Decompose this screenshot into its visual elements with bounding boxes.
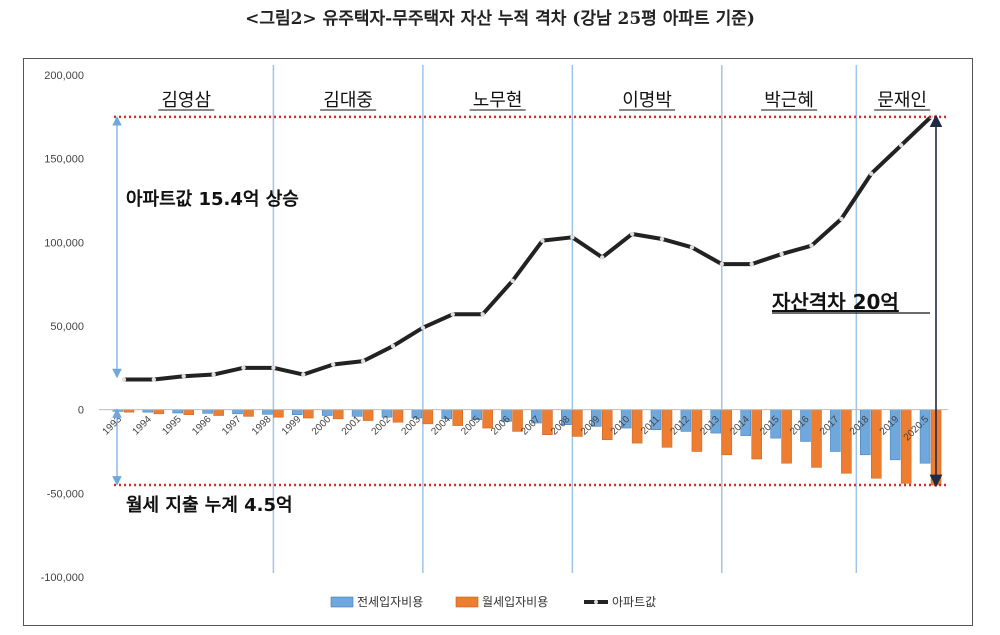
line-point [301, 372, 306, 377]
figure-title: <그림2> 유주택자-무주택자 자산 누적 격차 (강남 25평 아파트 기준) [245, 9, 755, 29]
bar-wolse [362, 409, 374, 421]
legend-label-apartment: 아파트값 [612, 595, 656, 609]
line-point [121, 377, 127, 382]
bar-wolse [811, 409, 822, 468]
x-tick-label: 1994 [130, 414, 154, 438]
period-label: 박근혜 [764, 90, 814, 111]
period-label: 이명박 [622, 90, 672, 111]
line-point [570, 235, 575, 240]
legend-swatch-wolse [455, 596, 479, 608]
line-point [809, 243, 814, 248]
bar-wolse [392, 409, 404, 423]
bar-wolse [243, 409, 254, 417]
line-point [450, 312, 455, 317]
line-point [271, 365, 276, 371]
line-point [749, 261, 754, 267]
bar-wolse [841, 409, 852, 474]
legend-label-wolse: 월세입자비용 [482, 595, 548, 609]
bar-wolse [482, 409, 493, 429]
line-point [181, 374, 186, 379]
line-point [420, 325, 426, 330]
annotation-rent-total: 월세 지출 누계 4.5억 [126, 495, 293, 516]
x-tick-label: 1997 [220, 414, 244, 438]
bar-wolse [871, 409, 882, 479]
bar-wolse [303, 409, 314, 419]
y-tick-label: -50,000 [47, 488, 84, 500]
line-point [241, 365, 246, 371]
period-label: 김영삼 [161, 90, 211, 111]
annotation-price-rise: 아파트값 15.4억 상승 [126, 189, 299, 210]
line-point [390, 343, 396, 349]
line-point [330, 362, 336, 367]
line-point [869, 171, 874, 176]
x-tick-label: 1998 [250, 414, 274, 438]
legend-label-jeonse: 전세입자비용 [357, 595, 423, 609]
x-tick-label: 1996 [190, 414, 214, 438]
line-point [659, 236, 665, 242]
period-label: 노무현 [473, 90, 523, 111]
bar-wolse [422, 409, 434, 425]
y-tick-label: 200,000 [44, 70, 84, 82]
bar-wolse [452, 409, 464, 426]
line-point [211, 372, 216, 377]
y-tick-label: 100,000 [44, 237, 84, 249]
bar-wolse [900, 409, 912, 484]
bar-wolse [601, 409, 613, 441]
y-tick-label: 150,000 [44, 154, 84, 166]
chart-frame: 200,000 150,000 100,000 50,000 0 -50,000 -100,… [23, 58, 973, 626]
period-label: 문재인 [877, 90, 927, 111]
legend-swatch-jeonse [330, 596, 354, 608]
bar-wolse [213, 409, 224, 416]
annotation-asset-gap: 자산격차 20억 [772, 290, 899, 314]
line-apartment-price [123, 115, 933, 382]
line-point [360, 358, 366, 364]
legend-swatch-apartment-dot [594, 600, 598, 604]
line-point [540, 238, 545, 243]
line-point [629, 231, 635, 237]
bar-wolse [183, 409, 194, 415]
bar-jeonse [262, 409, 273, 415]
bar-jeonse [172, 409, 183, 414]
line-point [839, 216, 844, 222]
y-tick-label: -100,000 [41, 572, 84, 584]
line-point [480, 312, 485, 317]
y-tick-label: 0 [78, 405, 84, 417]
bar-jeonse [202, 409, 213, 414]
line-point [779, 251, 784, 257]
x-tick-label: 1995 [160, 414, 184, 438]
bar-wolse [153, 409, 165, 415]
line-point [151, 377, 157, 382]
bar-wolse [332, 409, 344, 420]
bar-jeonse [232, 409, 243, 415]
bar-jeonse [292, 409, 303, 415]
line-point [719, 261, 725, 267]
x-tick-label: 1993 [101, 414, 125, 438]
bar-wolse [781, 409, 792, 464]
line-point [689, 245, 695, 250]
chart-canvas: 200,000 150,000 100,000 50,000 0 -50,000 -100,… [41, 65, 948, 609]
line-point [600, 255, 605, 260]
line-point [510, 278, 515, 284]
period-label: 김대중 [323, 90, 373, 111]
y-tick-label: 50,000 [50, 321, 84, 333]
bar-wolse [273, 409, 284, 418]
bar-wolse [751, 409, 762, 460]
line-point [898, 143, 904, 148]
